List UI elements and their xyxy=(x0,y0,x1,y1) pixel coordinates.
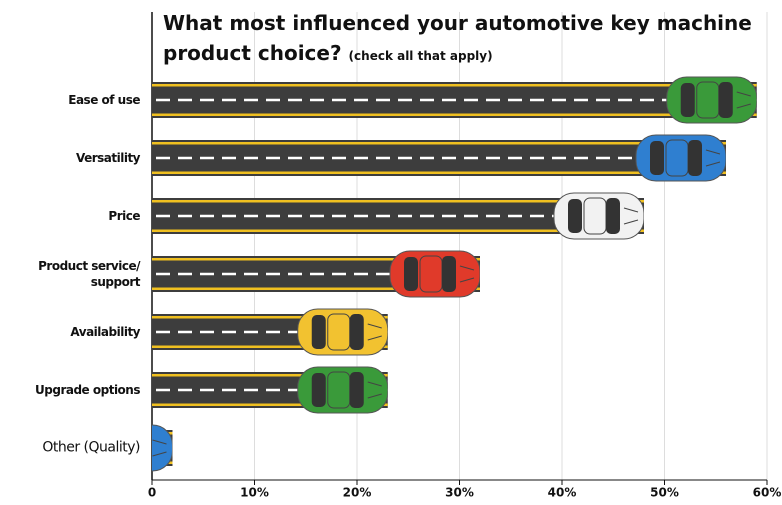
title-block: What most influenced your automotive key… xyxy=(163,8,763,71)
car-roof xyxy=(697,82,719,118)
y-tick-label: Price xyxy=(0,208,140,224)
x-tick-label: 40% xyxy=(548,486,577,500)
car-roof xyxy=(328,314,350,350)
y-tick-label: Other (Quality) xyxy=(30,439,140,458)
car-windshield xyxy=(350,314,364,350)
car-roof xyxy=(584,198,606,234)
car-windshield xyxy=(688,140,702,176)
y-tick-label: Versatility xyxy=(0,150,140,166)
car-window xyxy=(312,373,326,407)
car xyxy=(667,77,757,123)
car-roof xyxy=(420,256,442,292)
car-window xyxy=(568,199,582,233)
y-tick-label: Ease of use xyxy=(0,92,140,108)
x-tick-label: 60% xyxy=(753,486,782,500)
x-tick-label: 0 xyxy=(148,486,156,500)
x-tick-label: 50% xyxy=(650,486,679,500)
y-tick-label: Availability xyxy=(0,324,140,340)
y-tick-label: Upgrade options xyxy=(0,382,140,398)
car xyxy=(298,367,388,413)
chart-subtitle: (check all that apply) xyxy=(349,49,493,63)
car-roof xyxy=(666,140,688,176)
car-windshield xyxy=(719,82,733,118)
road-edge xyxy=(152,84,757,87)
plot: 0 10% 20% 30% 40% 50% 60% xyxy=(0,0,782,505)
car xyxy=(554,193,644,239)
car-window xyxy=(650,141,664,175)
road-edge xyxy=(152,114,757,117)
car-window xyxy=(404,257,418,291)
x-tick-label: 10% xyxy=(240,486,269,500)
y-tick-label: Product service/ support xyxy=(30,258,140,290)
car-window xyxy=(312,315,326,349)
car-windshield xyxy=(442,256,456,292)
car xyxy=(390,251,480,297)
chart: 0 10% 20% 30% 40% 50% 60% What most influenced… xyxy=(0,0,782,505)
x-tick-label: 30% xyxy=(445,486,474,500)
x-tick-label: 20% xyxy=(343,486,372,500)
car-windshield xyxy=(606,198,620,234)
car-roof xyxy=(328,372,350,408)
car xyxy=(298,309,388,355)
car-windshield xyxy=(350,372,364,408)
car-window xyxy=(681,83,695,117)
car xyxy=(636,135,726,181)
